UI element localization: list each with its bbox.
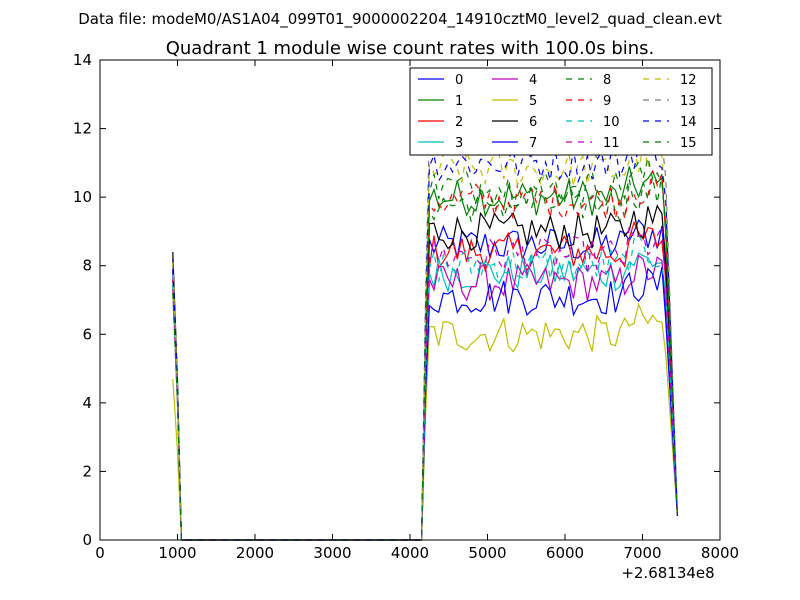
legend-label: 1	[455, 94, 463, 109]
x-tick-label: 7000	[623, 544, 661, 562]
y-tick-label: 8	[82, 257, 92, 275]
legend-label: 10	[603, 115, 620, 130]
x-tick-label: 2000	[236, 544, 274, 562]
series-3-line	[172, 252, 678, 541]
x-tick-label: 0	[95, 544, 105, 562]
legend-label: 14	[680, 115, 697, 130]
series-4-line	[172, 254, 678, 541]
x-tick-label: 1000	[158, 544, 196, 562]
legend-label: 11	[603, 136, 620, 151]
series-12-line	[172, 141, 678, 541]
series-14-line	[172, 136, 678, 541]
series-5-line	[172, 302, 678, 541]
legend-label: 0	[455, 73, 463, 88]
legend-label: 2	[455, 115, 463, 130]
x-tick-label: 3000	[313, 544, 351, 562]
legend-label: 9	[603, 94, 611, 109]
legend-box	[409, 67, 713, 156]
x-offset-label: +2.68134e8	[621, 564, 714, 582]
axis-ticks: 0 1000 2000 3000 4000 5000 6000 7000 80000246810…	[73, 51, 739, 562]
legend-label: 4	[529, 73, 537, 88]
plot-lines	[172, 113, 678, 541]
series-15-line	[172, 157, 678, 541]
chart-title: Quadrant 1 module wise count rates with …	[166, 38, 655, 59]
y-tick-label: 14	[73, 51, 92, 69]
legend-label: 3	[455, 136, 463, 151]
legend-label: 6	[529, 115, 537, 130]
legend-label: 7	[529, 136, 537, 151]
series-6-line	[172, 204, 678, 541]
series-0-line	[172, 218, 678, 541]
y-tick-label: 10	[73, 188, 92, 206]
legend-label: 12	[680, 73, 697, 88]
series-10-line	[172, 233, 678, 541]
x-tick-label: 8000	[701, 544, 739, 562]
y-tick-label: 4	[82, 394, 92, 412]
legend-label: 15	[680, 136, 697, 151]
suptitle: Data file: modeM0/AS1A04_099T01_90000022…	[78, 10, 722, 29]
series-7-line	[172, 267, 678, 541]
series-1-line	[172, 166, 678, 541]
legend-label: 13	[680, 94, 697, 109]
legend-label: 8	[603, 73, 611, 88]
y-tick-label: 0	[82, 531, 92, 549]
series-2-line	[172, 220, 678, 541]
series-11-line	[172, 224, 678, 541]
x-tick-label: 4000	[391, 544, 429, 562]
y-tick-label: 6	[82, 325, 92, 343]
x-tick-label: 6000	[546, 544, 584, 562]
series-8-line	[172, 174, 678, 541]
x-tick-label: 5000	[468, 544, 506, 562]
legend-label: 5	[529, 94, 537, 109]
series-9-line	[172, 170, 678, 541]
y-tick-label: 2	[82, 462, 92, 480]
y-tick-label: 12	[73, 120, 92, 138]
